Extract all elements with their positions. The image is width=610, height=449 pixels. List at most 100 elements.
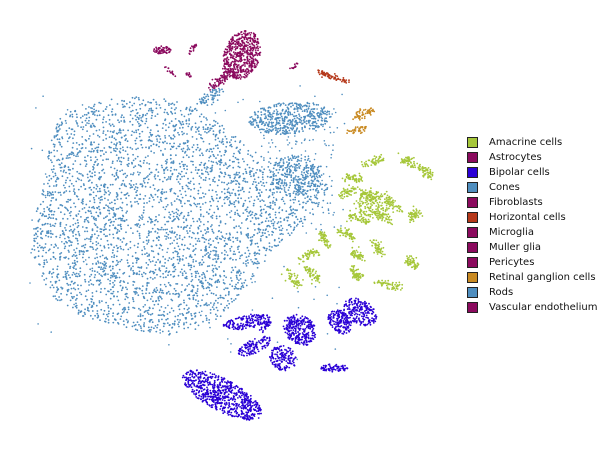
point (136, 155, 139, 158)
point (283, 117, 286, 120)
point (55, 235, 58, 238)
point (262, 182, 265, 184)
point (75, 306, 78, 309)
point (190, 256, 193, 259)
point (211, 97, 214, 99)
point (278, 178, 280, 181)
point (317, 191, 320, 194)
point (120, 136, 123, 139)
point (210, 195, 213, 198)
point (296, 110, 299, 112)
point (61, 204, 64, 207)
point (158, 201, 161, 204)
point (280, 157, 283, 160)
point (296, 164, 299, 167)
point (210, 243, 212, 246)
point (45, 259, 48, 261)
point (91, 206, 93, 209)
point (237, 44, 240, 47)
point (268, 128, 270, 131)
point (126, 140, 129, 143)
point (54, 295, 56, 297)
point (79, 270, 82, 273)
point (173, 212, 175, 215)
point (59, 223, 62, 226)
point (181, 120, 184, 123)
point (266, 130, 269, 132)
point (63, 191, 66, 194)
point (223, 274, 226, 277)
point (317, 125, 319, 127)
point (184, 277, 187, 279)
point (226, 188, 229, 191)
point (57, 125, 60, 128)
point (251, 65, 254, 68)
point (41, 223, 44, 226)
point (258, 262, 260, 265)
point (74, 205, 77, 208)
point (236, 173, 239, 176)
point (281, 227, 284, 230)
point (165, 238, 168, 240)
point (212, 180, 215, 183)
point (52, 286, 55, 289)
point (280, 229, 283, 232)
point (142, 314, 144, 317)
point (94, 147, 97, 150)
point (271, 115, 274, 118)
point (225, 60, 228, 63)
point (169, 237, 172, 239)
point (236, 180, 239, 183)
point (136, 194, 139, 197)
point (267, 220, 270, 222)
point (214, 180, 216, 183)
point (251, 309, 254, 311)
point (308, 102, 311, 105)
point (184, 190, 187, 193)
point (247, 215, 249, 218)
point (48, 154, 50, 157)
point (60, 121, 63, 124)
point (212, 199, 215, 202)
point (244, 279, 247, 282)
point (143, 311, 146, 313)
point (93, 163, 95, 166)
point (265, 228, 267, 231)
point (65, 190, 68, 192)
point (37, 220, 40, 223)
point (272, 182, 275, 185)
point (138, 132, 141, 135)
point (182, 314, 185, 316)
point (231, 300, 234, 303)
point (246, 227, 249, 230)
point (273, 104, 276, 107)
point (205, 123, 207, 126)
point (116, 259, 118, 262)
point (145, 120, 148, 123)
point (139, 171, 141, 174)
point (149, 319, 152, 321)
point (169, 136, 172, 139)
point (240, 76, 243, 78)
point (99, 154, 102, 157)
point (234, 156, 237, 159)
point (245, 172, 248, 175)
point (193, 183, 195, 186)
point (182, 217, 185, 220)
point (237, 287, 240, 290)
point (310, 184, 313, 187)
point (332, 149, 334, 151)
point (158, 104, 161, 106)
point (259, 120, 261, 122)
point (116, 198, 119, 201)
point (136, 321, 139, 323)
point (216, 315, 219, 317)
point (91, 292, 94, 294)
point (159, 138, 162, 140)
point (50, 151, 53, 154)
point (190, 171, 193, 174)
point (208, 319, 211, 321)
point (211, 198, 214, 201)
point (149, 270, 152, 273)
point (132, 173, 134, 176)
